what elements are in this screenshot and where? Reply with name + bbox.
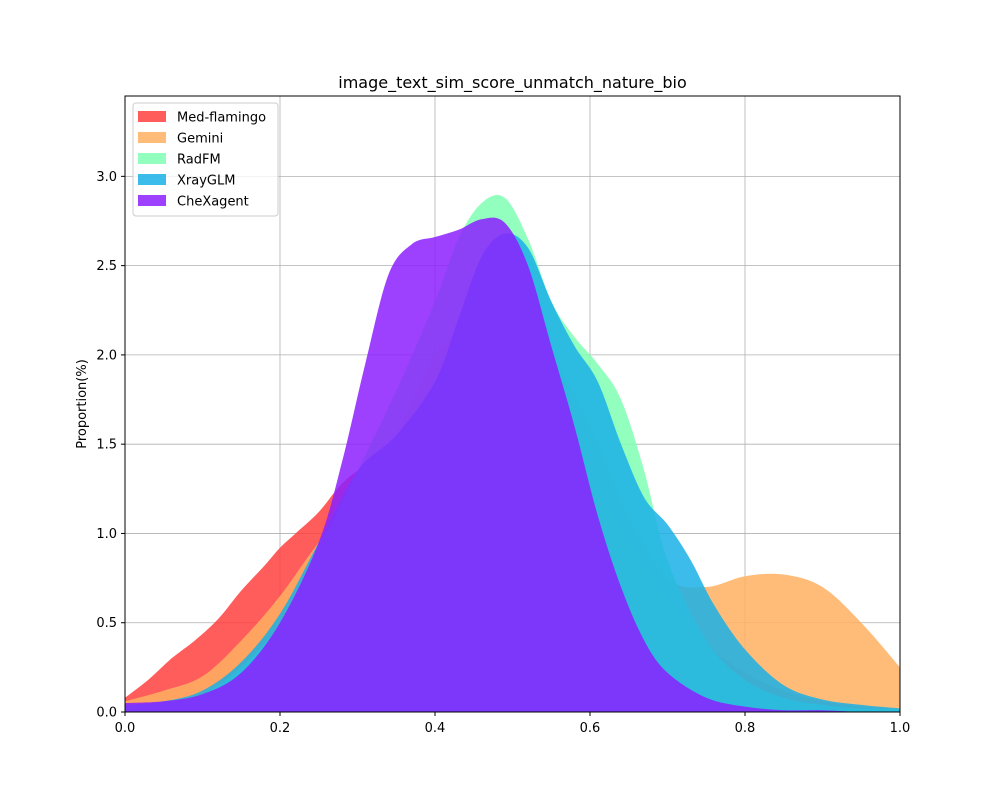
legend: Med-flamingo Gemini RadFM XrayGLM CheXagent [132,102,279,217]
density-areas [125,194,900,713]
legend-label: XrayGLM [177,174,235,189]
legend-label: CheXagent [177,195,249,210]
y-axis-label: Proportion(%) [75,359,90,449]
chart-title: image_text_sim_score_unmatch_nature_bio [338,73,686,93]
axis-ticks: 0.0 0.2 0.4 0.6 0.8 1.0 0.0 0.5 1.0 1.5 2.0 2.5 3.0 [96,170,910,736]
y-tick-label: 1.5 [96,438,117,453]
y-tick-label: 0.5 [96,616,117,631]
legend-swatch [138,111,166,122]
x-tick-label: 1.0 [890,721,911,736]
legend-box [132,102,279,217]
density-area-chexagent [125,217,900,712]
y-tick-label: 2.0 [96,348,117,363]
y-tick-label: 0.0 [96,706,117,721]
y-tick-label: 2.5 [96,259,117,274]
legend-label: Med-flamingo [177,111,266,126]
x-tick-label: 0.8 [735,721,756,736]
y-tick-label: 3.0 [96,170,117,185]
x-tick-label: 0.4 [425,721,446,736]
x-tick-label: 0.0 [115,721,136,736]
x-tick-label: 0.2 [270,721,291,736]
legend-swatch [138,195,166,206]
legend-swatch [138,174,166,185]
y-tick-label: 1.0 [96,527,117,542]
x-tick-label: 0.6 [580,721,601,736]
legend-label: RadFM [177,153,221,168]
legend-swatch [138,132,166,143]
plot-frame [124,95,901,713]
legend-swatch [138,153,166,164]
legend-label: Gemini [177,132,223,147]
